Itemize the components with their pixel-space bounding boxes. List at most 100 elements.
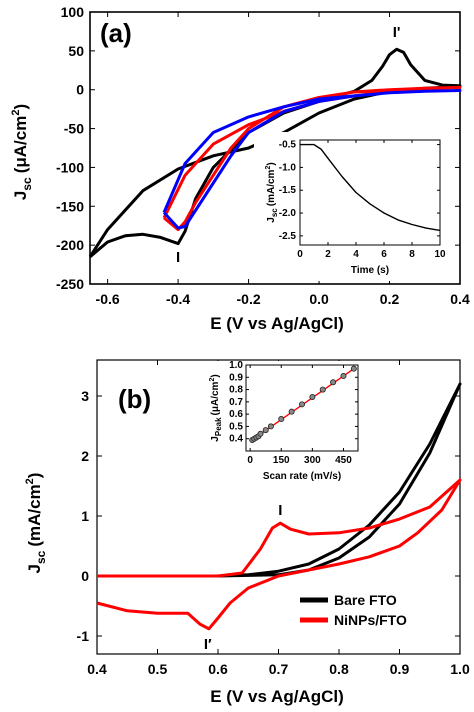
panel-b-ytick-label: 1 [81, 508, 89, 524]
panel-a-ylabel: Jsc (μA/cm2) [10, 104, 34, 200]
panel-a-inset-xtick-label: 8 [409, 249, 415, 260]
panel-b-inset-xtick-label: 0 [247, 455, 253, 466]
panel-b-inset-bg [202, 361, 366, 491]
panel-a-inset-xtick-label: 2 [325, 249, 331, 260]
panel-b-xtick-label: 0.7 [269, 661, 289, 677]
panel-b-tag: (b) [118, 384, 151, 414]
panel-a-xtick-label: 0.4 [450, 291, 470, 307]
panel-b-ytick-label: 3 [81, 388, 89, 404]
panel-a-inset-ytick-label: -2.5 [279, 231, 297, 242]
panel-a-annotation: I' [393, 24, 401, 41]
panel-a-inset-ylabel-unit: (mA/cm [266, 169, 277, 206]
panel-a-ylabel-close: ) [11, 104, 30, 110]
panel-b-ylabel-main: J [25, 564, 44, 573]
panel-a-ytick-label: -50 [64, 121, 84, 137]
panel-a-ytick-label: -200 [56, 237, 84, 253]
panel-b-ylabel-sup: 2 [24, 478, 36, 484]
panel-b-inset-point [288, 408, 295, 415]
panel-b-annotation: I′ [204, 636, 212, 653]
panel-b-ylabel-sub: sc [34, 550, 48, 564]
panel-a-inset-ylabel-sub: sc [270, 208, 279, 217]
panel-b-ytick-label: 0 [81, 568, 89, 584]
panel-a-tag: (a) [100, 18, 132, 48]
panel-a-xtick-label: -0.4 [166, 291, 190, 307]
panel-b-inset-ylabel-sup: 2 [209, 378, 216, 382]
panel-a-inset-xlabel: Time (s) [351, 265, 389, 276]
panel-b-ylabel-close: ) [25, 473, 44, 479]
panel-a-xlabel: E (V vs Ag/AgCl) [210, 314, 344, 333]
panel-b-inset-ylabel-sub: Peak [214, 417, 223, 436]
panel-a-inset-xtick-label: 0 [297, 249, 303, 260]
panel-a-ytick-label: -250 [56, 276, 84, 292]
panel-a-ytick-label: 50 [68, 43, 84, 59]
panel-b-inset-ytick-label: 1.0 [229, 360, 243, 371]
panel-b-xtick-label: 0.9 [390, 661, 410, 677]
panel-b-series-line-1 [96, 478, 462, 631]
panel-b-inset-point [262, 427, 269, 434]
panel-a-inset-ylabel-main: J [266, 217, 277, 223]
panel-b-annotation: I [278, 502, 282, 519]
panel-a-inset-ylabel-close: ) [266, 162, 277, 165]
panel-b-inset-ytick-label: 0.9 [229, 372, 243, 383]
panel-b-ytick-label: -1 [77, 628, 90, 644]
panel-b-inset-point [340, 373, 347, 380]
panel-a-inset-ylabel: Jsc (mA/cm2) [265, 162, 279, 222]
panel-b-inset-ylabel-unit: (μA/cm [210, 381, 221, 415]
panel-a-xtick-label: -0.6 [96, 291, 120, 307]
panel-a-annotation: I [176, 249, 180, 266]
panel-a-inset-ytick-label: -0.5 [279, 140, 297, 151]
panel-a-series-line-1 [162, 85, 462, 232]
panel-b-inset-ytick-label: 0.8 [229, 385, 243, 396]
panel-b-inset-point [267, 423, 274, 430]
panel-a-inset-ylabel-sup: 2 [265, 166, 272, 170]
panel-b-inset-ytick-label: 0.6 [229, 409, 243, 420]
panel-b-legend-label: Bare FTO [334, 592, 397, 608]
panel-a-ytick-label: 100 [61, 4, 85, 20]
panel-a-ytick-label: -100 [56, 159, 84, 175]
panel-a-inset-xtick-label: 4 [353, 249, 359, 260]
panel-b-inset: 0 150 300 450 0.4 0.50.60.70.8 0.91.0 Scan rate… [202, 360, 366, 491]
panel-b-inset-ytick-label: 0.7 [229, 397, 243, 408]
panel-b-inset-xtick-label: 150 [273, 455, 290, 466]
panel-b-xtick-label: 1.0 [450, 661, 470, 677]
panel-b-inset-point [278, 416, 285, 423]
panel-b-xtick-label: 0.8 [329, 661, 349, 677]
panel-b-inset-point [319, 386, 326, 393]
panel-a-inset-xtick-label: 10 [434, 249, 446, 260]
panel-a-inset-ytick-label: -1.0 [279, 162, 297, 173]
panel-b-ylabel-unit: (mA/cm [25, 484, 44, 546]
panel-a-xtick-label: 0.2 [380, 291, 400, 307]
panel-b-xtick-label: 0.4 [87, 661, 107, 677]
panel-b-legend-label: NiNPs/FTO [334, 612, 407, 628]
panel-a-xtick-label: 0.0 [309, 291, 329, 307]
panel-b-inset-ytick-label: 0.4 [229, 434, 243, 445]
panel-a-ylabel-sup: 2 [10, 110, 22, 116]
panel-b-inset-ylabel-main: J [210, 436, 221, 442]
panel-b-inset-xlabel: Scan rate (mV/s) [263, 471, 341, 482]
panel-b-xtick-label: 0.5 [148, 661, 168, 677]
panel-b-inset-frame [245, 364, 359, 452]
panel-b-xlabel: E (V vs Ag/AgCl) [210, 687, 344, 706]
panel-a-inset: 0 2 4 6 8 10 -2.5 -2.0 -1.5 -1.0 -0.5 Time (s) Jsc (m… [254, 132, 450, 281]
panel-b-inset-ylabel: JPeak (μA/cm2) [209, 374, 223, 441]
panel-b-inset-ylabel-close: ) [210, 374, 221, 377]
panel-a-series-line-2 [162, 89, 462, 230]
panel-a-inset-frame [299, 139, 441, 246]
panel-b-inset-point [257, 430, 264, 437]
panel-a-ylabel-sub: sc [20, 177, 34, 191]
panel-a-inset-ytick-label: -2.0 [279, 208, 297, 219]
panel-b-ylabel: Jsc (mA/cm2) [24, 473, 48, 574]
panel-b-inset-xtick-label: 300 [304, 455, 321, 466]
panel-a-ylabel-unit: (μA/cm [11, 116, 30, 174]
panel-b-inset-ytick-label: 0.5 [229, 421, 243, 432]
panel-b-inset-point [330, 379, 337, 386]
panel-a-inset-ytick-label: -1.5 [279, 185, 297, 196]
panel-b-inset-point [298, 401, 305, 408]
panel-b-legend: Bare FTO NiNPs/FTO [300, 592, 407, 628]
panel-a-inset-bg [254, 132, 450, 281]
panel-a: -0.6 -0.4 -0.2 0.0 0.2 0.4 -250 -200 -150 -100 -50… [10, 4, 470, 333]
panel-a-xtick-label: -0.2 [237, 291, 261, 307]
